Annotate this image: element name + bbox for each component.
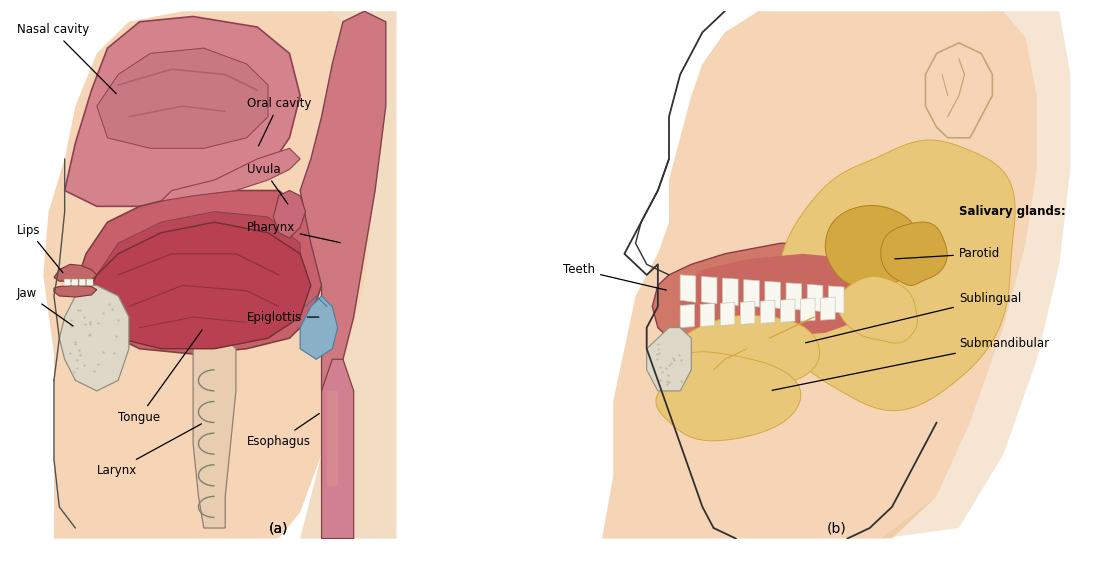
Polygon shape bbox=[161, 148, 300, 201]
Text: (a): (a) bbox=[269, 521, 289, 535]
Text: Teeth: Teeth bbox=[563, 263, 667, 290]
Polygon shape bbox=[786, 283, 802, 310]
Polygon shape bbox=[193, 338, 236, 528]
Polygon shape bbox=[54, 286, 97, 297]
Polygon shape bbox=[723, 278, 738, 306]
Text: Lips: Lips bbox=[17, 224, 62, 273]
Text: Uvula: Uvula bbox=[246, 163, 288, 204]
Text: Jaw: Jaw bbox=[17, 287, 74, 326]
Polygon shape bbox=[65, 16, 300, 206]
Polygon shape bbox=[720, 302, 735, 325]
Polygon shape bbox=[744, 279, 759, 307]
Polygon shape bbox=[43, 11, 375, 539]
Polygon shape bbox=[837, 277, 918, 343]
Text: Oral cavity: Oral cavity bbox=[246, 97, 311, 146]
Polygon shape bbox=[97, 48, 268, 148]
Text: Nasal cavity: Nasal cavity bbox=[17, 23, 116, 94]
Polygon shape bbox=[780, 299, 795, 323]
Polygon shape bbox=[778, 140, 1015, 411]
Polygon shape bbox=[765, 281, 780, 309]
Polygon shape bbox=[677, 315, 820, 390]
Polygon shape bbox=[680, 275, 696, 302]
Polygon shape bbox=[701, 277, 717, 304]
Polygon shape bbox=[300, 296, 338, 359]
FancyBboxPatch shape bbox=[65, 279, 70, 286]
Polygon shape bbox=[327, 391, 338, 486]
Polygon shape bbox=[801, 298, 815, 321]
Text: Sublingual: Sublingual bbox=[805, 292, 1021, 343]
Polygon shape bbox=[760, 300, 775, 323]
Polygon shape bbox=[680, 305, 695, 328]
FancyBboxPatch shape bbox=[79, 279, 86, 286]
Text: Pharynx: Pharynx bbox=[246, 221, 340, 243]
Text: Esophagus: Esophagus bbox=[246, 413, 319, 448]
Polygon shape bbox=[828, 286, 844, 314]
Text: Submandibular: Submandibular bbox=[772, 337, 1049, 390]
Text: Parotid: Parotid bbox=[894, 247, 1000, 260]
Polygon shape bbox=[652, 243, 903, 359]
Polygon shape bbox=[321, 359, 353, 539]
Polygon shape bbox=[807, 284, 823, 312]
Text: Larynx: Larynx bbox=[97, 424, 202, 476]
FancyBboxPatch shape bbox=[71, 279, 78, 286]
Polygon shape bbox=[273, 191, 306, 238]
Text: Salivary glands:: Salivary glands: bbox=[959, 205, 1066, 218]
Polygon shape bbox=[602, 11, 1037, 539]
Polygon shape bbox=[86, 222, 311, 349]
Polygon shape bbox=[821, 297, 835, 320]
Polygon shape bbox=[300, 11, 397, 539]
Text: (b): (b) bbox=[826, 521, 846, 535]
Polygon shape bbox=[59, 286, 129, 391]
Polygon shape bbox=[680, 254, 881, 338]
Polygon shape bbox=[740, 301, 755, 324]
Polygon shape bbox=[881, 11, 1070, 539]
Polygon shape bbox=[881, 222, 947, 286]
Text: (a): (a) bbox=[269, 521, 289, 535]
Polygon shape bbox=[76, 191, 321, 354]
Polygon shape bbox=[300, 11, 386, 391]
Polygon shape bbox=[825, 205, 918, 288]
Text: Tongue: Tongue bbox=[118, 330, 202, 424]
Polygon shape bbox=[700, 304, 715, 327]
Text: Epiglottis: Epiglottis bbox=[246, 311, 319, 324]
Polygon shape bbox=[97, 211, 300, 333]
Polygon shape bbox=[54, 264, 97, 281]
Polygon shape bbox=[656, 352, 801, 441]
Polygon shape bbox=[647, 328, 691, 391]
FancyBboxPatch shape bbox=[87, 279, 93, 286]
